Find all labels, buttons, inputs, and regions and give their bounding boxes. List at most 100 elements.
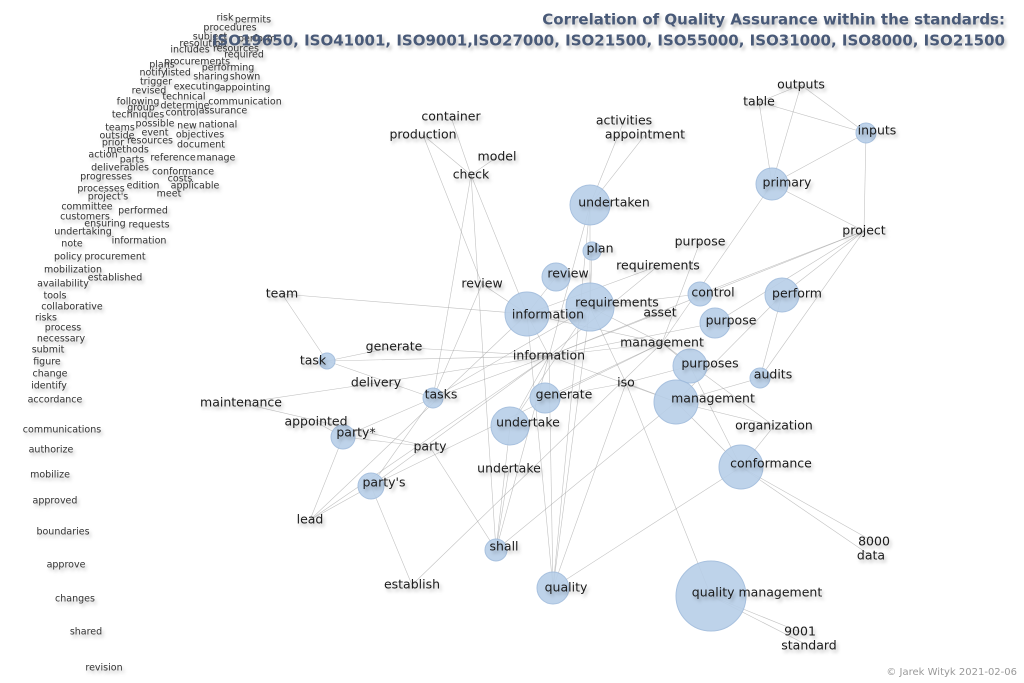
word: resources bbox=[127, 136, 173, 147]
edge bbox=[470, 174, 528, 315]
edge bbox=[495, 425, 511, 551]
word: approve bbox=[47, 560, 86, 571]
word: includes bbox=[170, 45, 209, 56]
node-circle bbox=[749, 367, 771, 389]
edge bbox=[675, 294, 783, 403]
edge bbox=[661, 241, 701, 344]
word: customers bbox=[60, 212, 110, 223]
word: required bbox=[224, 50, 264, 61]
word: progresses bbox=[80, 172, 132, 183]
word: mobilization bbox=[44, 265, 102, 276]
edge bbox=[432, 306, 591, 399]
word: document bbox=[177, 140, 225, 151]
word: objectives bbox=[176, 130, 224, 141]
word: techniques bbox=[112, 110, 164, 121]
node-label: organization bbox=[735, 418, 813, 433]
edge bbox=[342, 436, 431, 448]
node-label: delivery bbox=[351, 375, 402, 390]
node-label: appointed bbox=[284, 414, 347, 429]
word: outside bbox=[99, 131, 134, 142]
node-label: undertaken bbox=[578, 195, 650, 210]
word: revision bbox=[85, 663, 122, 674]
node-label: management bbox=[620, 335, 704, 350]
node-label: iso bbox=[617, 375, 635, 390]
node-circle bbox=[484, 538, 508, 562]
node-label: undertake bbox=[477, 461, 541, 476]
word: parts bbox=[120, 155, 144, 166]
node-label: lead bbox=[297, 512, 324, 527]
word: following bbox=[117, 97, 160, 108]
edge bbox=[625, 382, 712, 597]
edge bbox=[393, 346, 550, 357]
word: reference bbox=[150, 153, 196, 164]
node-circle bbox=[565, 282, 615, 332]
node-label: conformance bbox=[730, 456, 812, 471]
node-label: quality management bbox=[692, 585, 823, 600]
edge bbox=[429, 446, 497, 551]
node-label: outputs bbox=[777, 77, 825, 92]
node-label: container bbox=[421, 109, 481, 124]
edge bbox=[309, 313, 528, 521]
word: edition bbox=[127, 181, 160, 192]
word: information bbox=[112, 236, 167, 247]
word: necessary bbox=[37, 334, 86, 345]
node-label: perform bbox=[772, 286, 822, 301]
edge bbox=[548, 312, 661, 357]
edge bbox=[375, 355, 550, 384]
node-circle bbox=[569, 184, 611, 226]
word: group bbox=[127, 103, 155, 114]
node-label: model bbox=[478, 149, 517, 164]
node-circle bbox=[318, 352, 336, 370]
word: national bbox=[199, 120, 238, 131]
node-label: review bbox=[461, 276, 502, 291]
word: shared bbox=[70, 627, 102, 638]
node-label: tasks bbox=[425, 387, 458, 402]
node-label: project bbox=[842, 223, 885, 238]
word: changes bbox=[55, 594, 95, 605]
edge bbox=[552, 306, 591, 589]
edge bbox=[240, 382, 377, 404]
edge bbox=[370, 355, 550, 487]
node-label: inputs bbox=[858, 123, 897, 138]
node-label: 9001 bbox=[784, 624, 816, 639]
word: technical bbox=[162, 92, 205, 103]
word: possible bbox=[136, 119, 175, 130]
edge bbox=[326, 360, 434, 399]
edge bbox=[422, 134, 472, 176]
edge bbox=[552, 382, 627, 589]
edge bbox=[758, 101, 867, 134]
edge bbox=[411, 342, 663, 586]
word: performed bbox=[118, 206, 168, 217]
word: meet bbox=[157, 189, 182, 200]
word: approved bbox=[33, 496, 78, 507]
word: boundaries bbox=[36, 527, 89, 538]
word: process bbox=[45, 323, 82, 334]
edge bbox=[309, 355, 550, 521]
node-circle bbox=[330, 424, 356, 450]
node-label: requirements bbox=[575, 295, 659, 310]
node-label: information bbox=[512, 307, 584, 322]
node-circle bbox=[422, 387, 444, 409]
word: manage bbox=[197, 153, 236, 164]
edge bbox=[432, 355, 550, 399]
node-label: information bbox=[513, 348, 585, 363]
edge bbox=[548, 322, 716, 357]
word: undertaking bbox=[54, 227, 112, 238]
word: action bbox=[88, 150, 117, 161]
node-circle bbox=[536, 571, 570, 605]
word: policy bbox=[54, 252, 82, 263]
node-label: management bbox=[671, 391, 755, 406]
node-label: party bbox=[413, 439, 447, 454]
node-label: production bbox=[389, 127, 456, 142]
word: mobilize bbox=[30, 470, 70, 481]
word: applicable bbox=[171, 181, 220, 192]
word: event bbox=[141, 128, 168, 139]
edge bbox=[450, 116, 472, 176]
edge bbox=[326, 355, 550, 362]
edge bbox=[326, 346, 395, 362]
word: deliverables bbox=[91, 163, 149, 174]
edge bbox=[699, 230, 865, 295]
word: permits bbox=[235, 15, 271, 26]
